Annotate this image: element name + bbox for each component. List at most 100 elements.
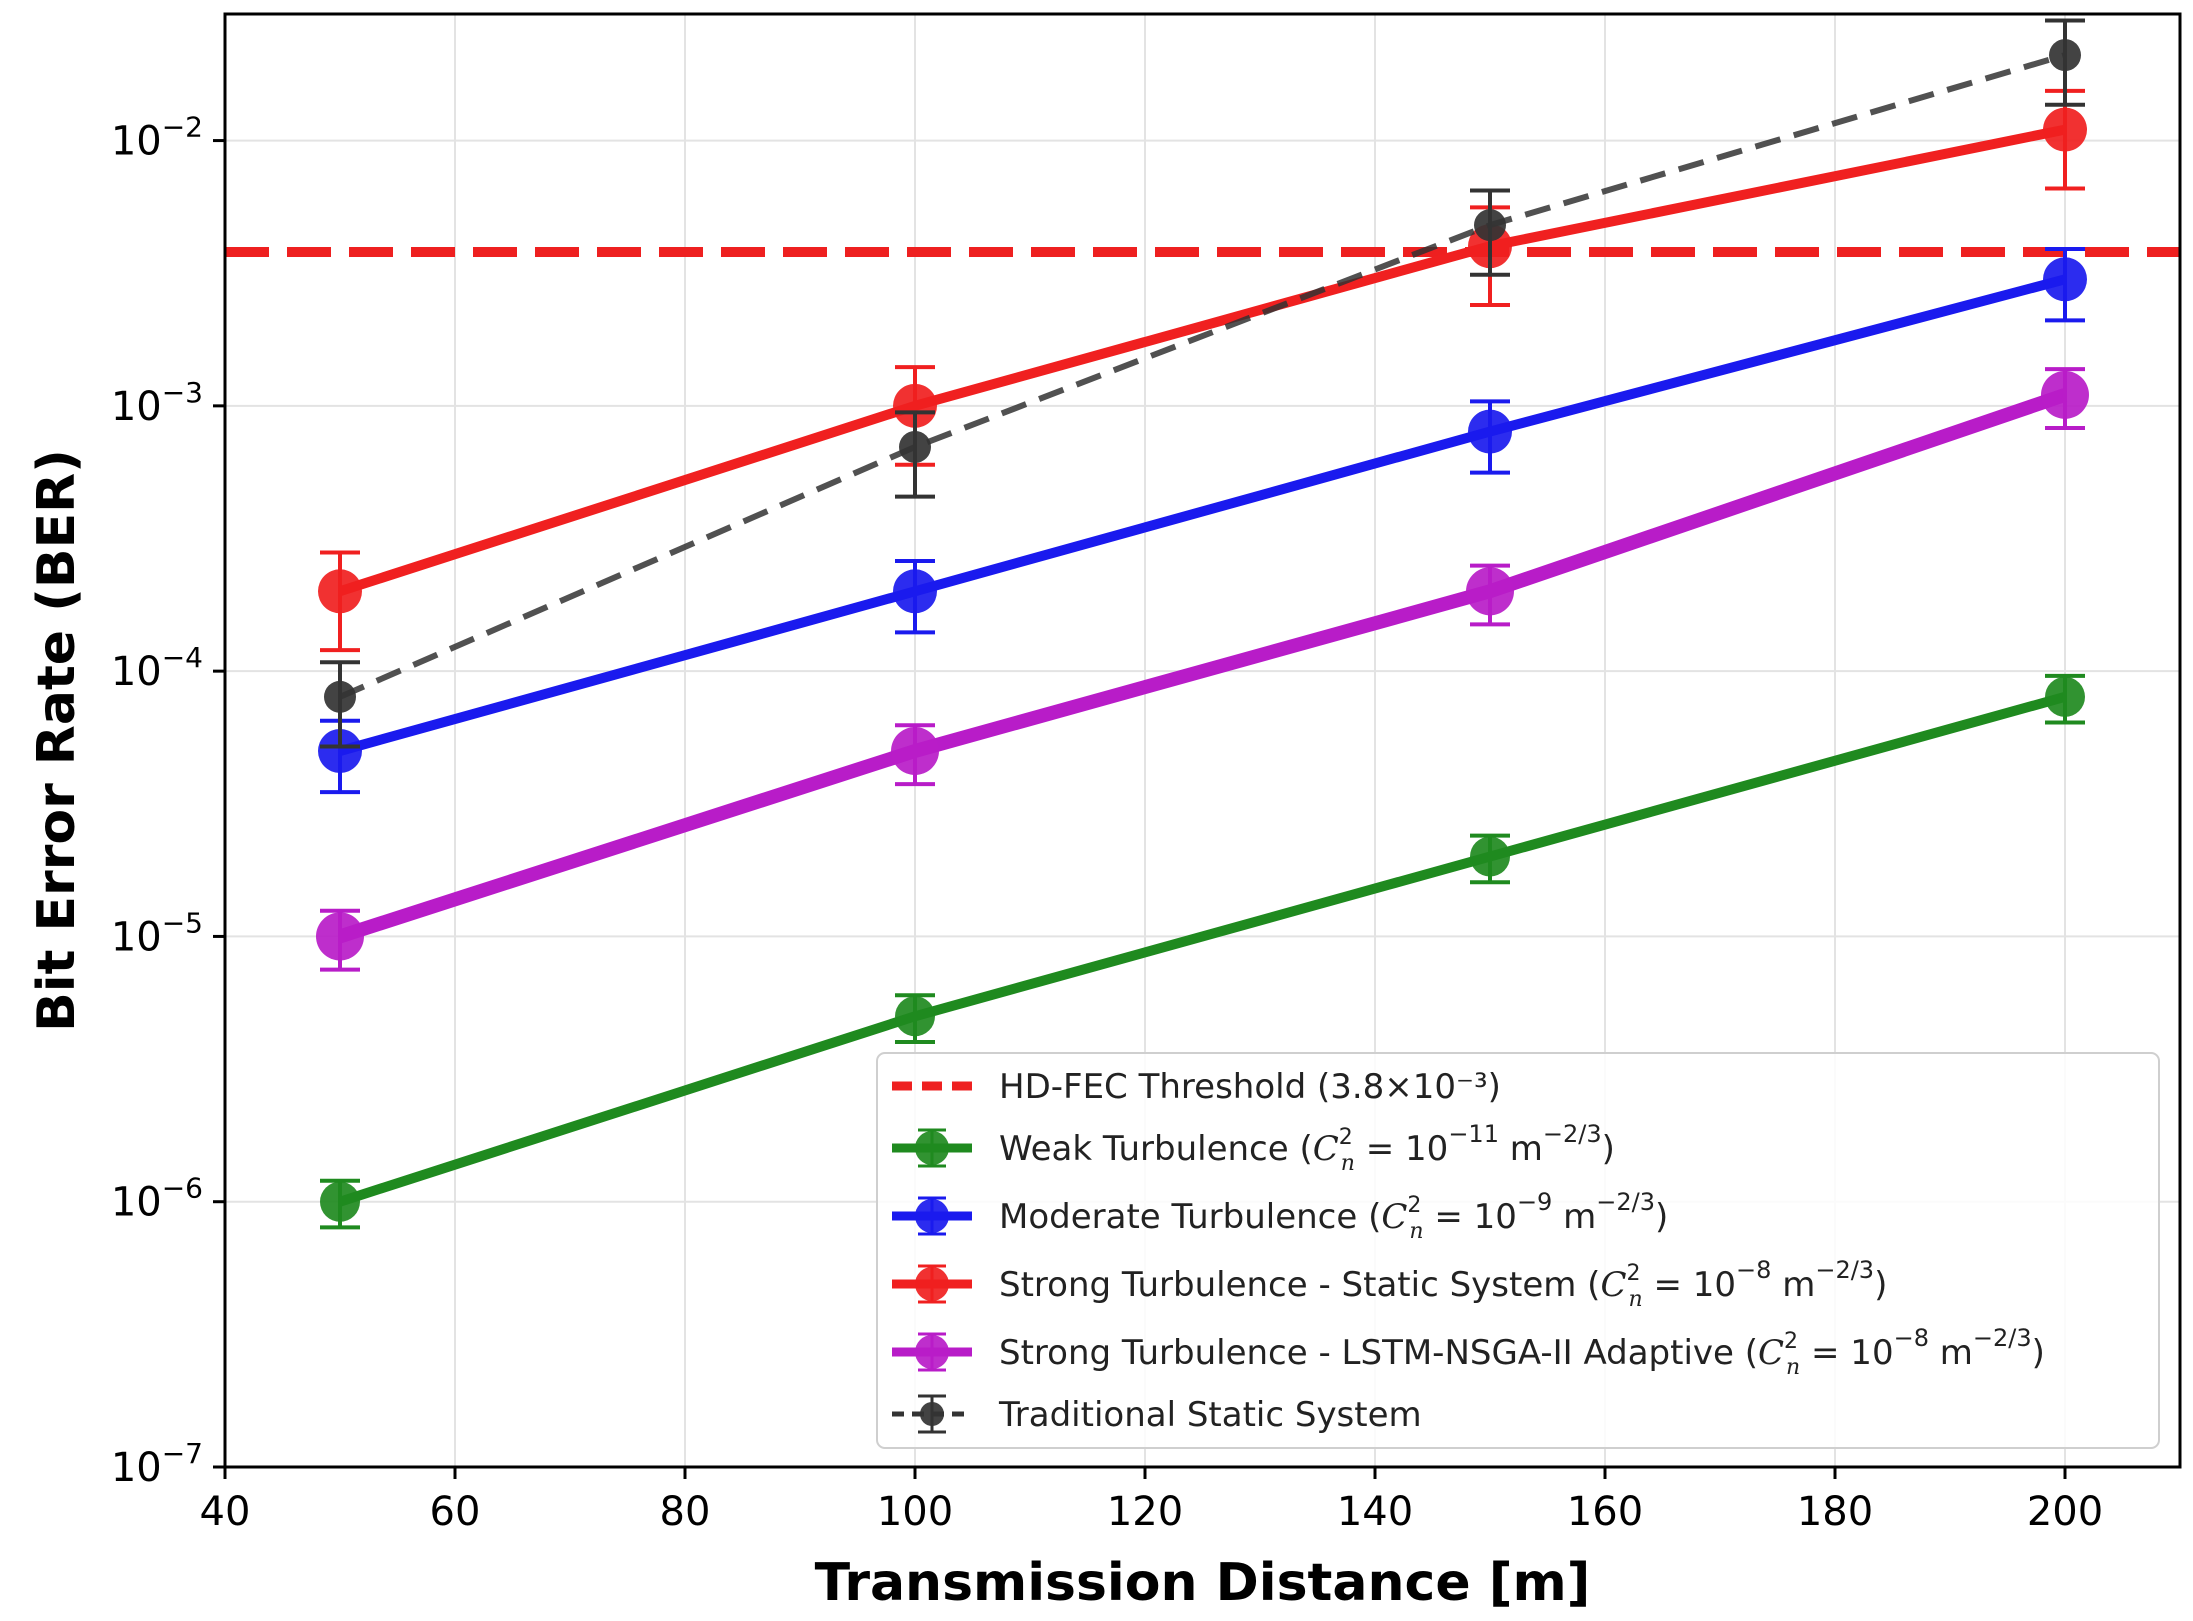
legend-box bbox=[876, 1052, 2160, 1449]
x-axis-title: Transmission Distance [m] bbox=[815, 1553, 1591, 1613]
legend-equals: = 10 bbox=[1800, 1333, 1893, 1373]
y-tick-label: 10−5 bbox=[111, 906, 203, 960]
legend-handle-marker bbox=[920, 1402, 944, 1426]
y-tick-label: 10−2 bbox=[111, 111, 203, 165]
y-tick-base: 10 bbox=[111, 1180, 162, 1226]
legend-cn-symbol: C bbox=[1381, 1197, 1407, 1237]
legend-unit-exponent: −2/3 bbox=[1973, 1324, 2032, 1352]
legend-label-prefix: Strong Turbulence - Static System ( bbox=[999, 1265, 1600, 1305]
data-point-strong-adaptive bbox=[1466, 567, 1514, 616]
legend-cn-symbol: C bbox=[1758, 1333, 1784, 1373]
legend-unit: m bbox=[1499, 1129, 1543, 1169]
series-traditional bbox=[320, 18, 2085, 749]
data-point-moderate bbox=[2043, 257, 2087, 302]
legend-handle-traditional bbox=[892, 1394, 972, 1434]
legend-cn-exponent: −11 bbox=[1448, 1120, 1499, 1148]
data-point-weak bbox=[1470, 836, 1510, 877]
legend-close: ) bbox=[1602, 1129, 1615, 1169]
data-point-traditional bbox=[2049, 39, 2081, 72]
data-point-weak bbox=[895, 996, 935, 1037]
y-tick-base: 10 bbox=[111, 914, 162, 960]
y-axis-title: Bit Error Rate (BER) bbox=[27, 449, 87, 1032]
plot-frame bbox=[223, 12, 2182, 1469]
data-point-traditional bbox=[324, 680, 356, 713]
y-tick-exponent: −7 bbox=[162, 1437, 203, 1470]
legend-label-prefix: Weak Turbulence ( bbox=[999, 1129, 1313, 1169]
legend-cn-superscript: 2 bbox=[1339, 1125, 1353, 1150]
series-strong-adaptive bbox=[316, 367, 2089, 972]
series-line-traditional bbox=[338, 52, 2066, 700]
data-point-moderate bbox=[1468, 409, 1512, 454]
series-line-moderate bbox=[338, 274, 2067, 756]
legend-unit: m bbox=[1552, 1197, 1596, 1237]
data-point-strong-static bbox=[893, 383, 937, 428]
y-tick-label: 10−6 bbox=[111, 1172, 203, 1226]
data-point-traditional bbox=[899, 430, 931, 463]
y-tick-label: 10−3 bbox=[111, 376, 203, 430]
x-tick-label: 160 bbox=[1567, 1489, 1643, 1535]
legend-equals: = 10 bbox=[1643, 1265, 1736, 1305]
series-strong-static bbox=[318, 88, 2087, 653]
legend-unit-exponent: −2/3 bbox=[1596, 1188, 1655, 1216]
legend-equals: = 10 bbox=[1424, 1197, 1517, 1237]
y-tick-label: 10−4 bbox=[111, 641, 203, 695]
legend-unit: m bbox=[1771, 1265, 1815, 1305]
series-layer bbox=[316, 18, 2089, 1230]
legend-close: ) bbox=[1655, 1197, 1668, 1237]
data-point-strong-adaptive bbox=[891, 727, 939, 776]
legend-cn-subscript: n bbox=[1786, 1355, 1800, 1380]
data-point-weak bbox=[320, 1181, 360, 1222]
legend-cn-superscript: 2 bbox=[1784, 1329, 1798, 1354]
x-tick-label: 120 bbox=[1107, 1489, 1183, 1535]
y-tick-base: 10 bbox=[111, 649, 162, 695]
legend-label-prefix: Moderate Turbulence ( bbox=[999, 1197, 1381, 1237]
legend-cn-subscript: n bbox=[1341, 1151, 1355, 1176]
legend-handle-strong-adaptive bbox=[892, 1332, 972, 1372]
x-tick-label: 80 bbox=[660, 1489, 711, 1535]
data-point-weak bbox=[2045, 676, 2085, 717]
legend-handle-marker bbox=[915, 1267, 949, 1301]
series-weak bbox=[320, 673, 2085, 1230]
legend-label-strong-static: Strong Turbulence - Static System (C2 n =… bbox=[999, 1256, 1887, 1312]
legend-label-prefix: Strong Turbulence - LSTM-NSGA-II Adaptiv… bbox=[999, 1333, 1758, 1373]
legend-handle-weak bbox=[892, 1128, 972, 1168]
legend-cn-superscript: 2 bbox=[1626, 1261, 1640, 1286]
legend-label-traditional: Traditional Static System bbox=[998, 1395, 1422, 1435]
legend-cn-superscript: 2 bbox=[1407, 1193, 1421, 1218]
legend-label-strong-adaptive: Strong Turbulence - LSTM-NSGA-II Adaptiv… bbox=[999, 1324, 2045, 1380]
axes: 40 60 80 100 120 140 160 180 20010−210−310−410−5… bbox=[111, 111, 2103, 1535]
legend-handle-marker bbox=[915, 1199, 949, 1233]
data-point-moderate bbox=[318, 729, 362, 774]
y-tick-exponent: −3 bbox=[162, 376, 203, 409]
legend-cn-subscript: n bbox=[1409, 1219, 1423, 1244]
y-tick-exponent: −4 bbox=[162, 641, 203, 674]
legend: HD-FEC Threshold (3.8×10⁻³) Weak Turbulen… bbox=[876, 1052, 2160, 1449]
legend-unit: m bbox=[1929, 1333, 1973, 1373]
series-line-strong-static bbox=[338, 124, 2066, 597]
data-point-moderate bbox=[893, 569, 937, 614]
legend-label-weak: Weak Turbulence (C2 n = 10−11 m−2/3) bbox=[999, 1120, 1615, 1176]
legend-label-moderate: Moderate Turbulence (C2 n = 10−9 m−2/3) bbox=[999, 1188, 1668, 1244]
legend-equals: = 10 bbox=[1355, 1129, 1448, 1169]
legend-threshold-label: HD-FEC Threshold (3.8×10⁻³) bbox=[999, 1067, 1501, 1107]
x-tick-label: 180 bbox=[1797, 1489, 1873, 1535]
data-point-strong-static bbox=[318, 569, 362, 614]
series-moderate bbox=[318, 247, 2087, 795]
series-line-weak bbox=[338, 692, 2067, 1207]
y-tick-label: 10−7 bbox=[111, 1437, 203, 1491]
legend-close: ) bbox=[2032, 1333, 2045, 1373]
y-tick-exponent: −6 bbox=[162, 1172, 203, 1205]
legend-cn-exponent: −8 bbox=[1894, 1324, 1929, 1352]
data-point-strong-adaptive bbox=[2041, 370, 2089, 419]
legend-handle-marker bbox=[915, 1131, 949, 1165]
legend-handle-moderate bbox=[892, 1196, 972, 1236]
legend-cn-symbol: C bbox=[1313, 1129, 1339, 1169]
y-tick-base: 10 bbox=[111, 119, 162, 165]
legend-unit-exponent: −2/3 bbox=[1543, 1120, 1602, 1148]
x-tick-label: 100 bbox=[877, 1489, 953, 1535]
legend-handle-marker bbox=[915, 1335, 949, 1369]
legend-cn-subscript: n bbox=[1628, 1287, 1642, 1312]
legend-cn-exponent: −8 bbox=[1736, 1256, 1771, 1284]
y-tick-exponent: −5 bbox=[162, 906, 203, 939]
x-tick-label: 40 bbox=[200, 1489, 251, 1535]
